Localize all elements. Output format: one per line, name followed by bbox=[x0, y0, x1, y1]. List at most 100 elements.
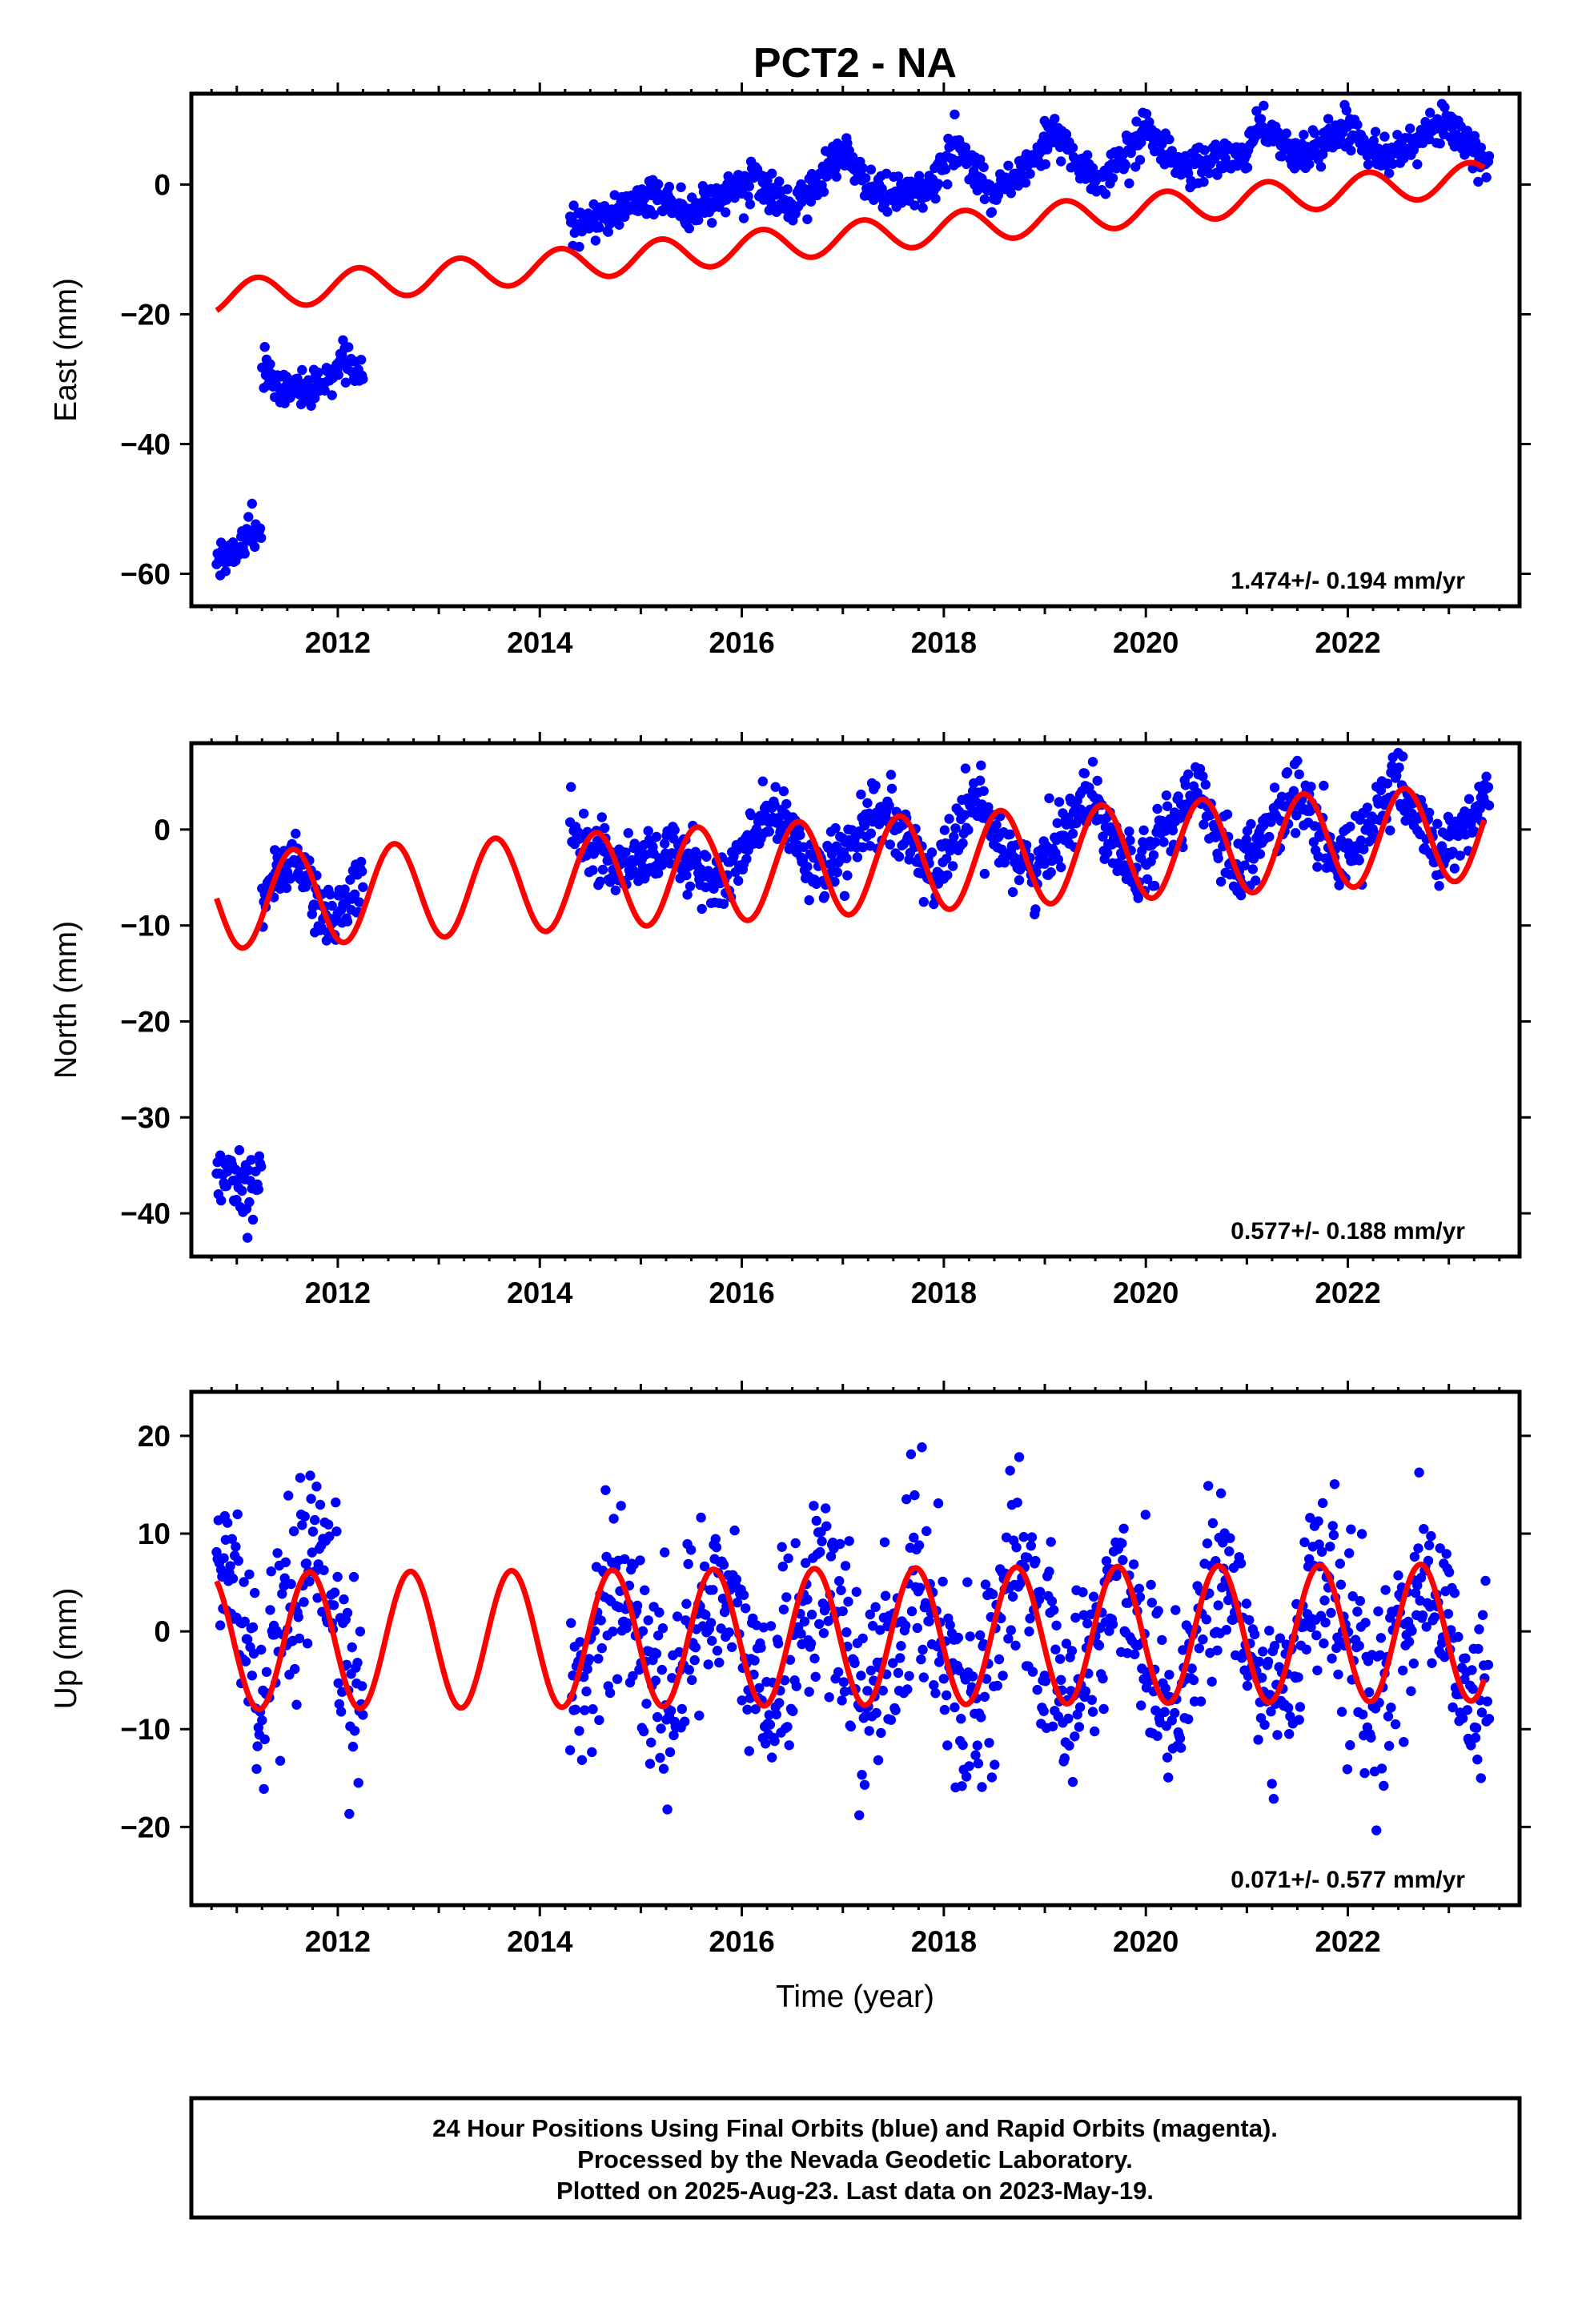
observation-point bbox=[587, 1747, 597, 1758]
observation-point bbox=[978, 786, 989, 796]
observation-point bbox=[685, 1545, 697, 1555]
observation-point bbox=[1414, 1467, 1424, 1478]
observation-point bbox=[1050, 1644, 1061, 1655]
observation-point bbox=[638, 1726, 649, 1737]
observation-point bbox=[1194, 1643, 1205, 1654]
x-tick-label: 2014 bbox=[507, 626, 573, 659]
observation-point bbox=[1157, 1634, 1167, 1646]
observation-point bbox=[1253, 1735, 1263, 1745]
observation-point bbox=[1455, 850, 1465, 861]
observation-point bbox=[1212, 170, 1223, 180]
observation-point bbox=[1398, 751, 1408, 762]
observation-point bbox=[1030, 904, 1041, 915]
observation-point bbox=[909, 1490, 920, 1501]
observation-point bbox=[994, 1654, 1005, 1665]
observation-point bbox=[742, 1704, 753, 1715]
observation-point bbox=[305, 1470, 315, 1481]
observation-point bbox=[1352, 1606, 1363, 1617]
observation-point bbox=[1264, 831, 1275, 842]
observation-point bbox=[286, 1578, 296, 1590]
observation-point bbox=[815, 1546, 825, 1558]
observation-point bbox=[1188, 1675, 1199, 1686]
observation-point bbox=[1163, 1772, 1174, 1783]
observation-point bbox=[929, 1680, 939, 1691]
observation-point bbox=[949, 831, 959, 842]
observation-point bbox=[1352, 119, 1363, 130]
observation-point bbox=[724, 1627, 734, 1638]
observation-point bbox=[1439, 102, 1450, 113]
observation-point bbox=[1436, 841, 1447, 851]
observation-point bbox=[575, 1637, 585, 1647]
observation-point bbox=[685, 881, 696, 892]
observation-point bbox=[979, 868, 990, 879]
observation-point bbox=[1299, 130, 1309, 140]
observation-point bbox=[272, 1548, 283, 1558]
observation-point bbox=[251, 1763, 262, 1775]
observation-point bbox=[331, 1497, 341, 1508]
observation-point bbox=[1117, 1538, 1127, 1549]
observation-point bbox=[727, 1642, 737, 1652]
observation-point bbox=[687, 1675, 697, 1686]
observation-point bbox=[1311, 1630, 1322, 1641]
y-tick-label: −60 bbox=[120, 557, 171, 590]
observation-point bbox=[1146, 1579, 1156, 1590]
observation-point bbox=[884, 800, 894, 811]
observation-point bbox=[1007, 1591, 1018, 1602]
x-tick-label: 2018 bbox=[911, 1925, 977, 1958]
observation-point bbox=[1425, 107, 1435, 118]
observation-point bbox=[942, 854, 952, 864]
observation-point bbox=[785, 1655, 796, 1665]
observation-point bbox=[915, 1582, 926, 1593]
observation-point bbox=[327, 390, 337, 400]
observation-point bbox=[578, 808, 589, 819]
observation-point bbox=[810, 1671, 821, 1682]
observation-point bbox=[1423, 1555, 1434, 1566]
observation-point bbox=[958, 838, 968, 849]
observation-point bbox=[822, 171, 833, 181]
observation-point bbox=[1141, 109, 1152, 119]
observation-point bbox=[324, 1531, 335, 1542]
observation-point bbox=[1064, 1740, 1074, 1751]
y-tick-label: −20 bbox=[120, 1811, 171, 1844]
observation-point bbox=[809, 1653, 820, 1664]
observation-point bbox=[275, 1755, 286, 1766]
observation-point bbox=[610, 885, 621, 896]
observation-point bbox=[1049, 1605, 1059, 1615]
observation-point bbox=[588, 1704, 598, 1715]
observation-point bbox=[596, 812, 607, 822]
observation-point bbox=[1470, 1732, 1481, 1743]
observation-point bbox=[712, 1646, 723, 1656]
observation-point bbox=[843, 1596, 853, 1607]
observation-point bbox=[761, 1739, 771, 1749]
observation-point bbox=[349, 889, 360, 900]
observation-point bbox=[1178, 1645, 1188, 1655]
observation-point bbox=[651, 1648, 662, 1659]
observation-point bbox=[1086, 1609, 1096, 1620]
observation-point bbox=[355, 856, 367, 867]
observation-point bbox=[860, 173, 871, 183]
observation-point bbox=[950, 109, 960, 120]
observation-point bbox=[811, 1515, 821, 1526]
observation-point bbox=[352, 1658, 363, 1668]
observation-point bbox=[841, 853, 852, 864]
observation-point bbox=[805, 1638, 817, 1649]
observation-point bbox=[745, 199, 756, 210]
observation-point bbox=[220, 566, 231, 577]
observation-point bbox=[1067, 828, 1078, 839]
observation-point bbox=[1345, 822, 1355, 832]
observation-point bbox=[640, 1585, 650, 1595]
observation-point bbox=[657, 1623, 669, 1634]
observation-point bbox=[732, 1597, 743, 1608]
observation-point bbox=[729, 1525, 740, 1536]
x-tick-label: 2022 bbox=[1315, 626, 1380, 659]
observation-point bbox=[333, 369, 343, 380]
observation-point bbox=[984, 1738, 994, 1748]
observation-point bbox=[315, 1499, 326, 1510]
observation-point bbox=[819, 891, 830, 902]
observation-point bbox=[834, 1576, 845, 1586]
observation-point bbox=[895, 1653, 905, 1663]
observation-point bbox=[1473, 1643, 1484, 1655]
observation-point bbox=[770, 782, 781, 792]
observation-point bbox=[767, 1752, 777, 1763]
observation-point bbox=[1429, 1612, 1440, 1622]
